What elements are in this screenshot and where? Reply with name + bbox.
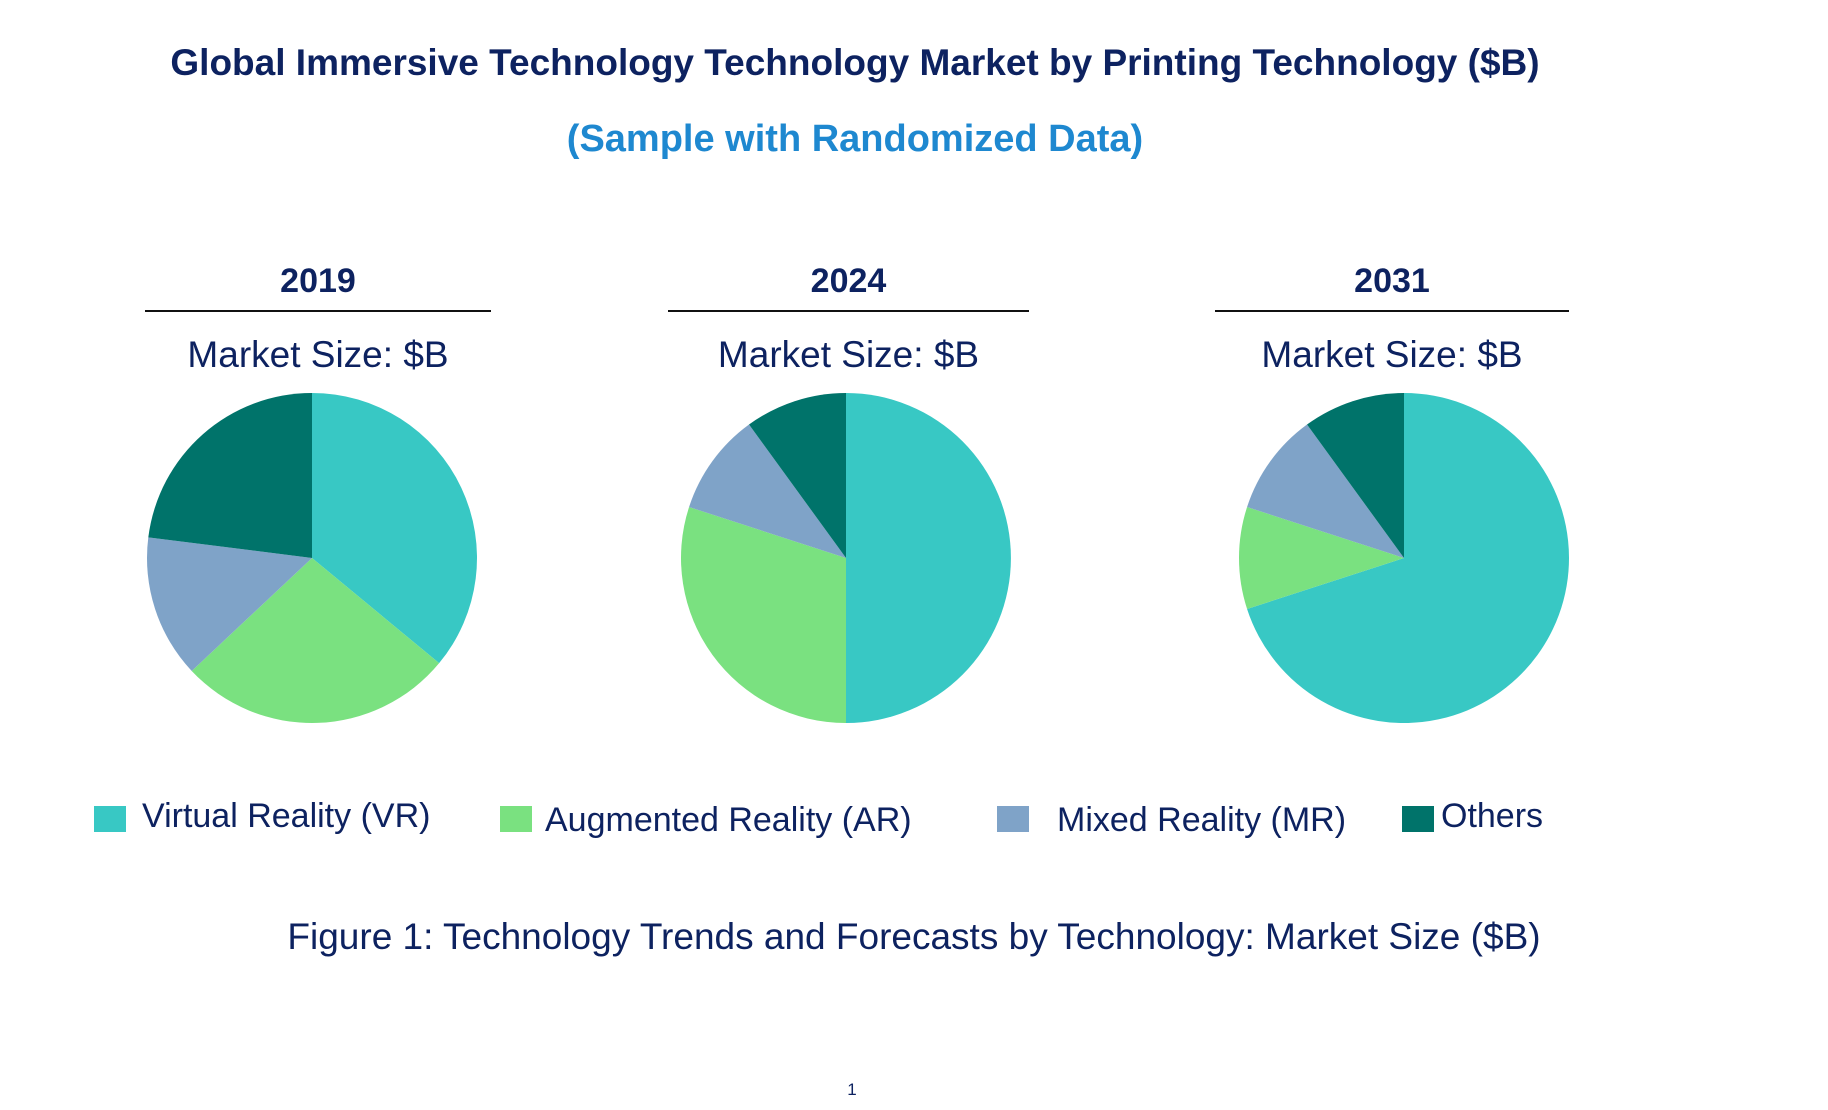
year-divider bbox=[145, 310, 491, 312]
pie-slice-2019-ar bbox=[191, 558, 440, 723]
chart-subtitle: (Sample with Randomized Data) bbox=[566, 118, 1144, 160]
pie-slice-2031-others bbox=[1307, 393, 1404, 558]
figure-caption: Figure 1: Technology Trends and Forecast… bbox=[287, 916, 1541, 957]
pie-slice-2031-ar bbox=[1239, 507, 1404, 609]
legend-swatch-mr bbox=[997, 806, 1029, 832]
pie-slice-2024-mr bbox=[689, 424, 846, 558]
market-size-label: Market Size: $B bbox=[187, 334, 449, 375]
market-size-label: Market Size: $B bbox=[1261, 334, 1523, 375]
year-divider bbox=[1215, 310, 1569, 312]
pie-slice-2019-mr bbox=[146, 537, 312, 671]
page-number: 1 bbox=[847, 1080, 857, 1099]
pie-slice-2019-others bbox=[148, 393, 312, 558]
legend-label-others: Others bbox=[1441, 797, 1544, 835]
pie-year-2024: 2024 bbox=[810, 262, 887, 300]
pie-year-2019: 2019 bbox=[280, 262, 356, 300]
chart-title: Global Immersive Technology Technology M… bbox=[170, 42, 1540, 83]
market-size-label: Market Size: $B bbox=[717, 334, 980, 375]
pie-slice-2031-mr bbox=[1247, 424, 1404, 558]
legend-label-vr: Virtual Reality (VR) bbox=[142, 797, 431, 835]
legend-label-mr: Mixed Reality (MR) bbox=[1057, 801, 1347, 839]
legend-swatch-ar bbox=[500, 806, 532, 832]
pie-year-2031: 2031 bbox=[1354, 262, 1430, 300]
pie-slice-2024-ar bbox=[681, 507, 846, 723]
pie-slice-2019-vr bbox=[312, 393, 478, 664]
pie-slice-2024-vr bbox=[846, 393, 1011, 723]
pie-slice-2031-vr bbox=[1247, 393, 1570, 723]
year-divider bbox=[668, 310, 1029, 312]
legend-swatch-others bbox=[1402, 806, 1434, 832]
legend-label-ar: Augmented Reality (AR) bbox=[545, 801, 912, 839]
pie-slice-2024-others bbox=[749, 393, 846, 558]
legend-swatch-vr bbox=[94, 806, 126, 832]
